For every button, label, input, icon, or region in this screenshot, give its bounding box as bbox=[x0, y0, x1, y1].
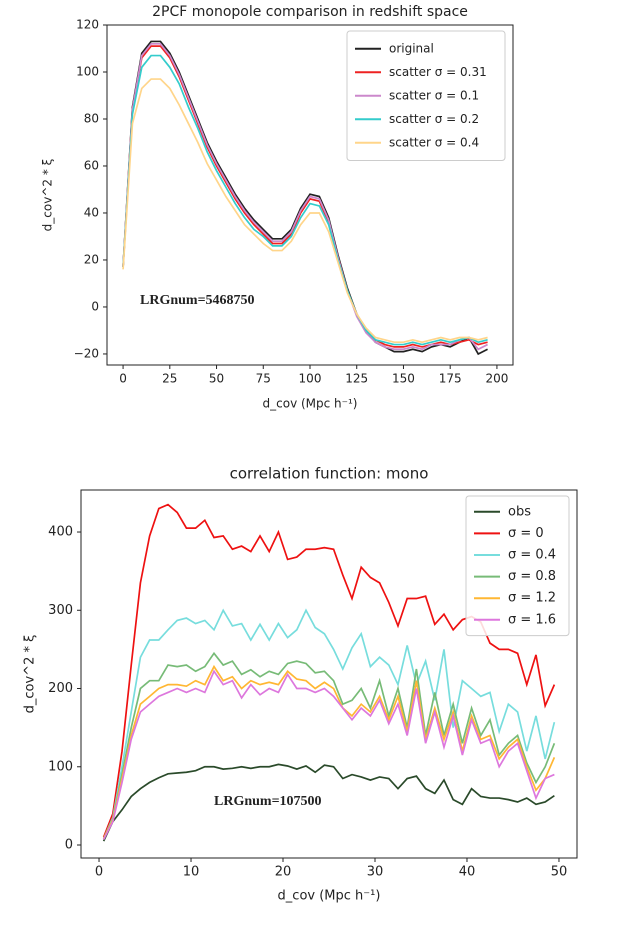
x-tick-label: 150 bbox=[392, 372, 415, 386]
x-axis-label: d_cov (Mpc h⁻¹) bbox=[263, 397, 358, 411]
legend-label: original bbox=[389, 41, 434, 55]
y-axis-label: d_cov^2 * ξ bbox=[23, 635, 38, 714]
chart-title: 2PCF monopole comparison in redshift spa… bbox=[152, 4, 468, 20]
legend-label: σ = 0.4 bbox=[508, 548, 556, 563]
data-line bbox=[122, 78, 488, 344]
y-tick-label: 100 bbox=[76, 64, 99, 78]
y-tick-label: 400 bbox=[48, 525, 73, 540]
legend-box bbox=[346, 30, 506, 161]
x-tick-label: 125 bbox=[345, 372, 368, 386]
legend-label: σ = 0 bbox=[508, 526, 544, 541]
legend-label: scatter σ = 0.31 bbox=[389, 65, 487, 79]
y-tick-label: 120 bbox=[76, 18, 99, 32]
y-tick-label: 0 bbox=[65, 838, 73, 853]
y-tick-label: 20 bbox=[84, 252, 99, 266]
y-tick-label: −20 bbox=[74, 346, 99, 360]
x-tick-label: 75 bbox=[256, 372, 271, 386]
data-line bbox=[102, 608, 556, 840]
data-line bbox=[122, 54, 488, 346]
axes-frame bbox=[106, 24, 514, 366]
y-tick-label: 60 bbox=[84, 158, 99, 172]
y-tick-label: 0 bbox=[91, 299, 99, 313]
x-tick-label: 100 bbox=[299, 372, 322, 386]
legend-label: scatter σ = 0.2 bbox=[389, 112, 479, 126]
y-tick-label: 80 bbox=[84, 111, 99, 125]
annotation: LRGnum=107500 bbox=[214, 794, 322, 809]
chart-title: correlation function: mono bbox=[230, 465, 429, 483]
y-tick-label: 40 bbox=[84, 205, 99, 219]
annotation: LRGnum=5468750 bbox=[140, 293, 255, 308]
x-tick-label: 40 bbox=[459, 865, 476, 880]
x-tick-label: 200 bbox=[485, 372, 508, 386]
x-tick-label: 20 bbox=[275, 865, 292, 880]
x-tick-label: 25 bbox=[162, 372, 177, 386]
x-tick-label: 50 bbox=[209, 372, 224, 386]
data-line bbox=[122, 45, 488, 348]
legend-label: obs bbox=[508, 504, 531, 519]
legend-label: σ = 0.8 bbox=[508, 569, 556, 584]
x-tick-label: 0 bbox=[119, 372, 127, 386]
data-line bbox=[102, 763, 555, 842]
data-line bbox=[102, 664, 556, 840]
y-tick-label: 300 bbox=[48, 603, 73, 618]
data-line bbox=[122, 40, 488, 356]
x-tick-label: 30 bbox=[367, 865, 384, 880]
x-tick-label: 175 bbox=[439, 372, 462, 386]
legend-label: scatter σ = 0.1 bbox=[389, 88, 479, 102]
y-axis-label: d_cov^2 * ξ bbox=[41, 159, 55, 232]
x-axis-label: d_cov (Mpc h⁻¹) bbox=[278, 889, 381, 904]
legend-box bbox=[465, 495, 570, 637]
x-tick-label: 50 bbox=[551, 865, 568, 880]
y-tick-label: 200 bbox=[48, 681, 73, 696]
data-line bbox=[122, 42, 488, 351]
y-tick-label: 100 bbox=[48, 759, 73, 774]
legend-label: scatter σ = 0.4 bbox=[389, 135, 479, 149]
x-tick-label: 0 bbox=[95, 865, 103, 880]
axes-frame bbox=[80, 489, 578, 859]
x-tick-label: 10 bbox=[183, 865, 200, 880]
legend-label: σ = 1.2 bbox=[508, 591, 556, 606]
data-line bbox=[102, 669, 555, 840]
data-line bbox=[102, 651, 556, 840]
legend-label: σ = 1.6 bbox=[508, 612, 556, 627]
